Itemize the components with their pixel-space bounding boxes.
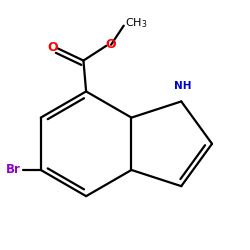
Text: Br: Br — [6, 164, 21, 176]
Text: O: O — [106, 38, 117, 51]
Text: CH$_3$: CH$_3$ — [125, 16, 148, 30]
Text: NH: NH — [174, 81, 191, 91]
Text: O: O — [48, 41, 58, 54]
